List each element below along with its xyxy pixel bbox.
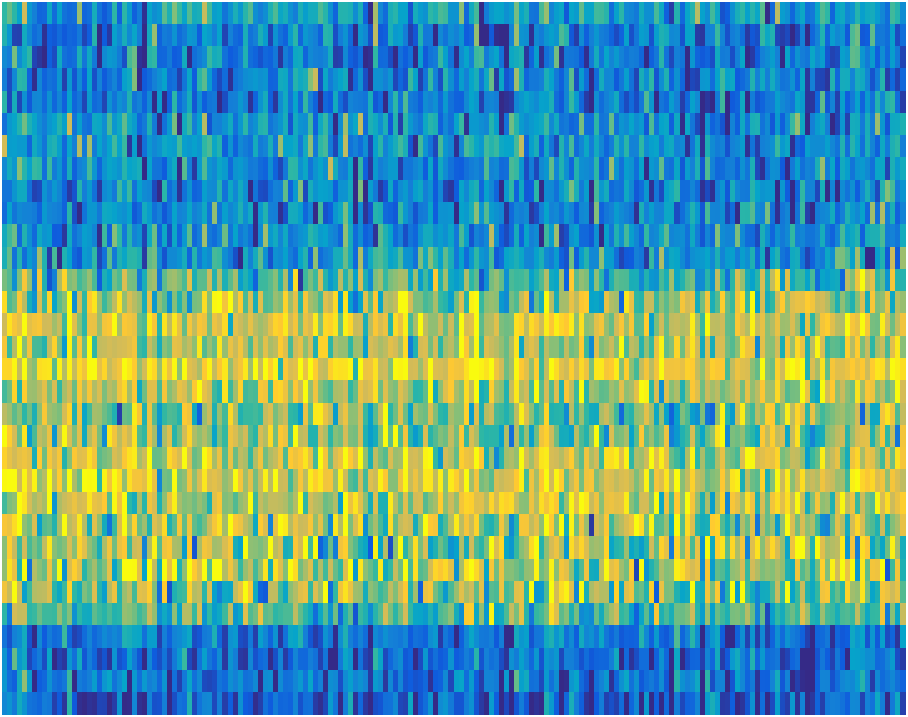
heatmap-plot-area xyxy=(2,2,906,715)
heatmap-figure xyxy=(2,2,906,715)
